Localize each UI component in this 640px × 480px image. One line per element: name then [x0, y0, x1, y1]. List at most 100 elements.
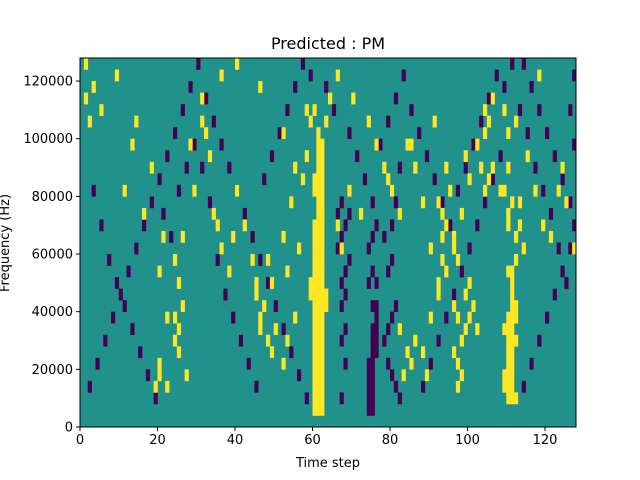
heatmap-cell-high: [176, 277, 182, 289]
heatmap-cell-low: [386, 357, 391, 370]
heatmap-cell-high: [479, 161, 484, 174]
heatmap-cell-low: [331, 104, 337, 116]
heatmap-cell-low: [242, 207, 247, 220]
heatmap-cell-high: [312, 242, 317, 255]
heatmap-cell-high: [99, 104, 104, 116]
heatmap-cell-high: [514, 230, 519, 243]
heatmap-cell-low: [308, 69, 313, 82]
heatmap-cell-high: [273, 323, 278, 336]
heatmap-cell-high: [308, 288, 313, 301]
heatmap-cell-high: [316, 265, 321, 278]
heatmap-cell-high: [83, 58, 89, 70]
heatmap-cell-high: [149, 161, 154, 174]
heatmap-cell-high: [490, 92, 495, 105]
heatmap-cell-high: [320, 380, 325, 393]
heatmap-cell-high: [176, 346, 182, 359]
heatmap-cell-low: [173, 127, 178, 140]
heatmap-cell-low: [324, 81, 329, 93]
heatmap-cell-low: [223, 288, 228, 301]
heatmap-cell-high: [316, 300, 321, 312]
heatmap-cell-high: [506, 357, 511, 370]
heatmap-cell-low: [552, 288, 557, 301]
heatmap-cell-low: [424, 150, 430, 163]
heatmap-cell-low: [374, 277, 379, 289]
heatmap-cell-low: [149, 196, 154, 209]
heatmap-cell-high: [517, 196, 523, 209]
heatmap-cell-high: [281, 127, 286, 140]
heatmap-cell-high: [83, 92, 89, 105]
heatmap-cell-low: [370, 346, 375, 359]
heatmap-cell-high: [312, 380, 317, 393]
heatmap-cell-low: [517, 104, 523, 116]
heatmap-cell-high: [312, 323, 317, 336]
heatmap-cell-high: [269, 346, 275, 359]
heatmap-cell-high: [87, 115, 92, 128]
heatmap-cell-low: [556, 242, 561, 255]
heatmap-cell-low: [370, 392, 375, 405]
heatmap-cell-high: [215, 219, 220, 232]
heatmap-cell-high: [157, 369, 162, 382]
heatmap-cell-low: [417, 127, 422, 140]
heatmap-cell-low: [386, 265, 391, 278]
heatmap-cell-low: [374, 219, 379, 232]
heatmap-cell-high: [374, 138, 379, 151]
heatmap-cell-high: [324, 300, 329, 312]
heatmap-cell-high: [312, 369, 317, 382]
heatmap-cell-low: [533, 161, 538, 174]
heatmap-cell-high: [316, 369, 321, 382]
heatmap-cell-low: [409, 104, 414, 116]
heatmap-cell-low: [211, 115, 216, 128]
heatmap-cell-high: [359, 207, 364, 220]
heatmap-cell-high: [502, 380, 507, 393]
heatmap-cell-high: [316, 403, 321, 416]
heatmap-cell-high: [312, 300, 317, 312]
heatmap-cell-high: [324, 115, 329, 128]
heatmap-cell-high: [316, 161, 321, 174]
heatmap-cell-high: [320, 357, 325, 370]
heatmap-cell-high: [266, 254, 271, 266]
heatmap-cell-low: [541, 184, 546, 197]
heatmap-cell-low: [188, 81, 193, 93]
heatmap-cell-high: [506, 207, 511, 220]
heatmap-cell-high: [510, 357, 515, 370]
heatmap-cell-low: [440, 196, 445, 209]
heatmap-cell-high: [134, 115, 139, 128]
heatmap-cell-high: [219, 242, 224, 255]
heatmap-cell-high: [320, 323, 325, 336]
heatmap-cell-low: [95, 357, 100, 370]
heatmap-cell-low: [366, 392, 371, 405]
heatmap-cell-high: [320, 254, 325, 266]
heatmap-cell-low: [339, 334, 344, 347]
heatmap-cell-high: [452, 300, 457, 312]
heatmap-cell-high: [436, 277, 441, 289]
heatmap-cell-low: [103, 334, 108, 347]
heatmap-cell-high: [258, 323, 263, 336]
heatmap-cell-low: [452, 288, 457, 301]
heatmap-cell-high: [444, 219, 449, 232]
heatmap-cell-high: [312, 357, 317, 370]
heatmap-cell-high: [514, 334, 519, 347]
heatmap-cell-low: [521, 58, 526, 70]
heatmap-cell-low: [494, 69, 499, 82]
heatmap-cell-low: [266, 277, 271, 289]
heatmap-cell-high: [250, 254, 255, 266]
heatmap-cell-low: [165, 150, 170, 163]
heatmap-cell-high: [440, 254, 445, 266]
heatmap-cell-high: [548, 230, 554, 243]
heatmap-cell-low: [250, 230, 255, 243]
heatmap-cell-high: [510, 392, 515, 405]
heatmap-cell-high: [510, 346, 515, 359]
heatmap-cell-high: [510, 323, 515, 336]
heatmap-cell-high: [436, 288, 441, 301]
heatmap-cell-low: [366, 380, 371, 393]
heatmap-cell-high: [467, 173, 472, 186]
heatmap-cell-high: [312, 173, 317, 186]
heatmap-cell-low: [393, 196, 399, 209]
heatmap-cell-high: [506, 323, 511, 336]
heatmap-cell-high: [486, 173, 492, 186]
heatmap-cell-low: [390, 311, 395, 324]
heatmap-cell-high: [316, 323, 321, 336]
heatmap-cell-low: [343, 323, 348, 336]
heatmap-cell-high: [312, 265, 317, 278]
heatmap-cell-high: [514, 300, 519, 312]
